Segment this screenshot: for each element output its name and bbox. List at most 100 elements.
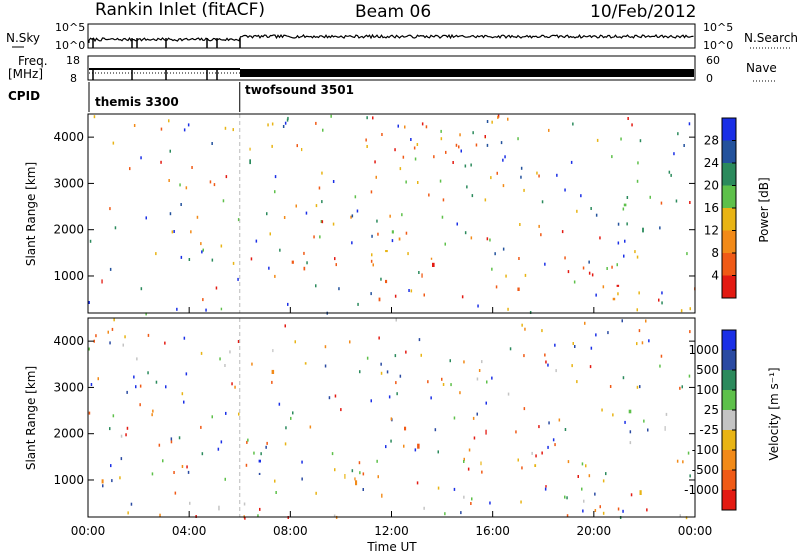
power-speckle [315, 284, 317, 288]
velocity-speckle [638, 329, 641, 333]
power-speckle [371, 234, 373, 238]
power-speckle [440, 137, 443, 141]
time-axis-label: Time UT [366, 540, 417, 554]
power-speckle [595, 293, 597, 297]
velocity-speckle [219, 357, 221, 361]
power-cell [391, 230, 394, 234]
velocity-speckle [647, 428, 649, 432]
power-colorbar-label-1: 8 [711, 246, 719, 260]
power-speckle [283, 216, 286, 219]
power-speckle [89, 239, 92, 243]
power-speckle [222, 199, 225, 203]
power-speckle [425, 125, 428, 129]
velocity-speckle [629, 441, 632, 445]
velocity-speckle [681, 385, 683, 389]
power-speckle [624, 239, 626, 243]
velocity-speckle [183, 400, 185, 404]
power-speckle [636, 255, 639, 259]
velocity-colorbar-swatch-5 [722, 430, 736, 451]
velocity-speckle [449, 359, 451, 363]
velocity-speckle [403, 444, 405, 448]
velocity-speckle [554, 343, 556, 347]
velocity-speckle [622, 509, 624, 513]
velocity-speckle [582, 509, 584, 513]
velocity-speckle [211, 415, 213, 419]
power-speckle [486, 120, 489, 123]
velocity-panel: 1000 2000 3000 4000 00:00 04:00 08:00 12:00 16:… [24, 307, 781, 554]
power-speckle [471, 194, 474, 198]
power-speckle [505, 274, 507, 278]
velocity-speckle [224, 364, 226, 367]
velocity-speckle [333, 514, 336, 518]
velocity-speckle [119, 476, 121, 480]
velocity-colorbar-label-4: -25 [699, 423, 719, 437]
power-colorbar-label-4: 20 [704, 179, 719, 193]
velocity-colorbar-swatch-6 [722, 450, 736, 471]
power-speckle [636, 308, 638, 312]
power-ytick-label-3: 4000 [53, 130, 84, 144]
power-speckle [639, 139, 642, 143]
power-speckle [638, 291, 640, 295]
velocity-speckle [476, 377, 479, 381]
velocity-speckle [589, 365, 592, 369]
xtick-label-6: 00:00 [678, 524, 713, 538]
power-colorbar-label-3: 16 [704, 201, 719, 215]
velocity-ytick-label-2: 3000 [53, 380, 84, 394]
power-speckle [401, 213, 403, 217]
velocity-cell [101, 479, 104, 484]
power-speckle [519, 223, 521, 226]
velocity-speckle [414, 448, 417, 452]
power-speckle [296, 144, 298, 148]
power-speckle [491, 267, 493, 271]
velocity-speckle [515, 430, 517, 434]
power-speckle [375, 175, 377, 179]
power-speckle [370, 259, 373, 263]
velocity-colorbar-swatch-2 [722, 370, 736, 391]
velocity-speckle [185, 372, 188, 376]
power-speckle [190, 230, 192, 234]
power-speckle [391, 239, 394, 243]
velocity-speckle [111, 479, 113, 483]
radar-title: Rankin Inlet (fitACF) [95, 0, 265, 20]
power-speckle [334, 257, 336, 261]
power-speckle [335, 263, 337, 267]
velocity-speckle [472, 416, 475, 420]
power-speckle [623, 254, 625, 258]
power-speckle [670, 173, 672, 177]
velocity-speckle [200, 351, 203, 355]
velocity-speckle [237, 340, 240, 343]
velocity-speckle [251, 362, 253, 366]
velocity-speckle [645, 319, 647, 323]
power-speckle [220, 244, 223, 248]
power-speckle [205, 308, 207, 312]
velocity-speckle [531, 451, 533, 455]
power-speckle [271, 144, 273, 148]
power-speckle [452, 161, 454, 164]
power-speckle [183, 128, 186, 132]
power-speckle [683, 144, 685, 147]
velocity-speckle [238, 412, 240, 416]
velocity-speckle [544, 487, 547, 491]
power-speckle [282, 125, 285, 128]
power-cell [612, 297, 616, 301]
velocity-speckle [126, 390, 128, 394]
velocity-speckle [88, 411, 91, 415]
power-speckle [495, 285, 498, 289]
power-speckle [588, 271, 591, 275]
velocity-speckle [324, 345, 327, 349]
velocity-colorbar-label-5: -100 [692, 443, 719, 457]
power-speckle [686, 252, 688, 256]
velocity-speckle [470, 502, 472, 505]
power-cell [517, 287, 520, 291]
power-speckle [502, 158, 504, 162]
velocity-cell [271, 369, 275, 374]
velocity-speckle [517, 458, 519, 462]
power-cell [378, 297, 381, 302]
velocity-speckle [665, 412, 668, 416]
power-speckle [660, 201, 663, 205]
velocity-speckle [571, 364, 573, 368]
velocity-speckle [245, 463, 248, 467]
velocity-speckle [547, 363, 549, 367]
velocity-speckle [602, 511, 605, 515]
power-speckle [444, 242, 446, 246]
